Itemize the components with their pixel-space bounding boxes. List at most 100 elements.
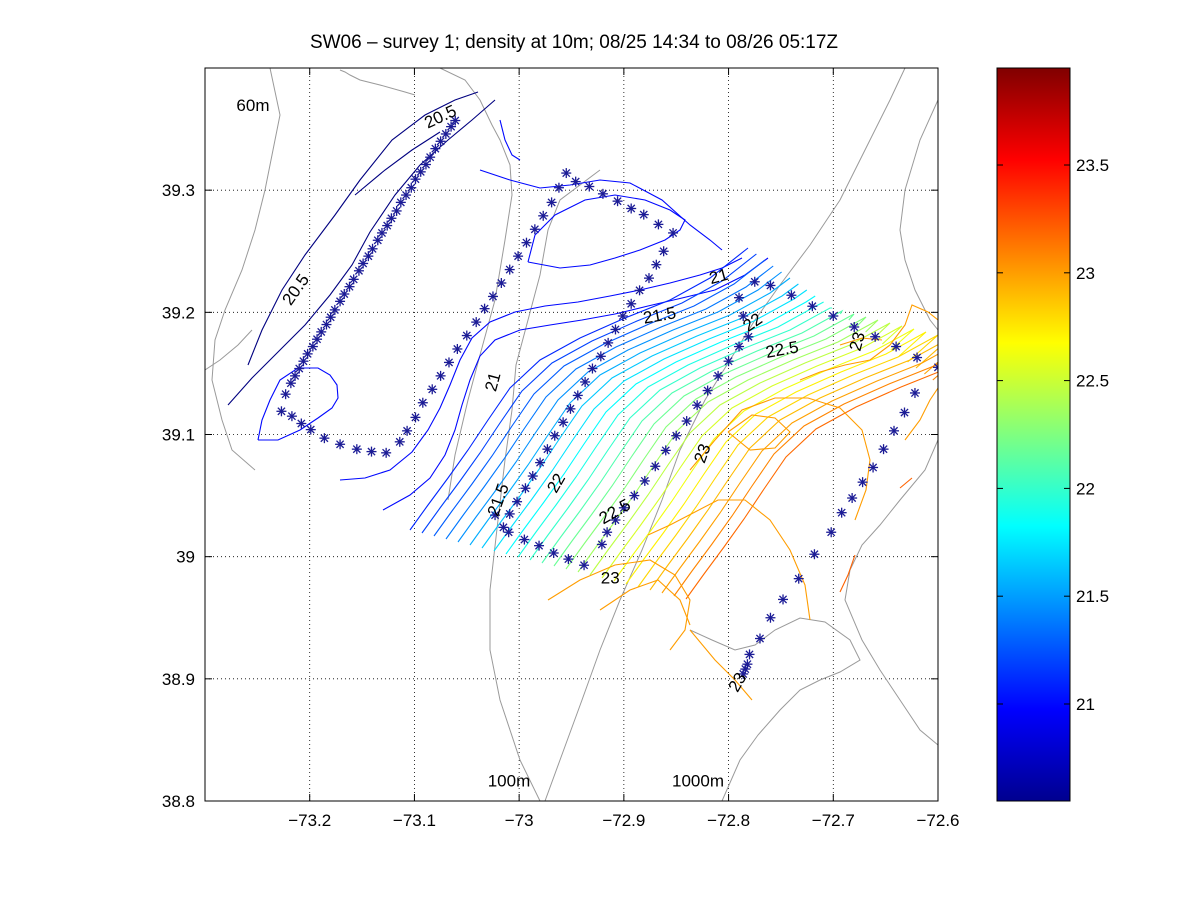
- bathymetry-lines: [205, 68, 938, 801]
- density-contour: [553, 313, 855, 567]
- station-marker: [836, 507, 847, 518]
- density-contour: [689, 397, 871, 521]
- station-marker: [312, 334, 323, 345]
- station-marker: [443, 357, 454, 368]
- station-marker: [286, 411, 297, 422]
- density-contour: [599, 579, 691, 626]
- station-marker: [513, 251, 524, 262]
- density-contour: [637, 334, 938, 588]
- density-contour: [601, 325, 903, 579]
- y-tick-label: 39.3: [162, 181, 195, 200]
- density-contour: [409, 247, 749, 531]
- station-marker: [296, 418, 307, 429]
- station-marker: [807, 301, 818, 312]
- station-marker: [325, 312, 336, 323]
- station-marker: [307, 341, 318, 352]
- station-marker: [549, 430, 560, 441]
- station-marker: [353, 265, 364, 276]
- density-contour: [499, 119, 521, 161]
- station-marker: [587, 363, 598, 374]
- density-contour: [339, 257, 743, 481]
- density-contour: [625, 331, 927, 585]
- isobath-line: [844, 439, 938, 746]
- station-marker: [381, 447, 392, 458]
- station-marker: [584, 181, 595, 192]
- station-marker: [329, 304, 340, 315]
- colorbar: 21 21.5 22 22.5 23 23.5: [996, 67, 1109, 802]
- isobath-line: [211, 68, 281, 471]
- station-marker: [363, 251, 374, 262]
- station-marker: [596, 539, 607, 550]
- chart-title: SW06 – survey 1; density at 10m; 08/25 1…: [310, 32, 838, 53]
- station-marker: [542, 444, 553, 455]
- isobath-line: [689, 617, 861, 801]
- isobath-line: [899, 99, 938, 331]
- density-contour: [673, 363, 938, 597]
- density-contour: [517, 301, 824, 558]
- station-marker: [618, 502, 629, 513]
- station-marker: [319, 433, 330, 444]
- station-marker: [638, 209, 649, 220]
- station-marker: [401, 190, 412, 201]
- contour-label: 23: [846, 330, 869, 353]
- isobath-line: [489, 169, 601, 801]
- density-contour: [904, 387, 938, 441]
- station-marker: [386, 213, 397, 224]
- density-contour: [469, 277, 791, 546]
- station-marker: [650, 461, 661, 472]
- density-contour: [689, 629, 753, 701]
- station-marker: [471, 317, 482, 328]
- plot-background: [205, 68, 938, 801]
- density-contour: [445, 265, 774, 540]
- isobath-line: [339, 69, 416, 96]
- station-marker: [868, 462, 879, 473]
- station-marker: [503, 527, 514, 538]
- station-marker: [294, 363, 305, 374]
- station-marker: [358, 258, 369, 269]
- isobath-line: [544, 68, 906, 801]
- colorbar-gradient: [996, 67, 1071, 802]
- density-contour: [433, 259, 766, 537]
- station-marker: [702, 385, 713, 396]
- density-contour: [661, 353, 938, 594]
- density-contour: [257, 367, 339, 441]
- station-marker: [634, 285, 645, 296]
- station-marker: [446, 121, 457, 132]
- station-marker: [348, 274, 359, 285]
- station-marker: [529, 224, 540, 235]
- station-marker: [653, 219, 664, 230]
- contour-label: 23: [601, 569, 620, 588]
- station-marker: [660, 445, 671, 456]
- station-marker: [909, 387, 920, 398]
- station-marker: [849, 321, 860, 332]
- station-marker: [597, 188, 608, 199]
- station-marker: [870, 331, 881, 342]
- station-marker: [512, 496, 523, 507]
- station-marker: [285, 378, 296, 389]
- station-marker: [427, 384, 438, 395]
- station-marker: [527, 471, 538, 482]
- contour-label: 21: [707, 265, 730, 288]
- station-marker: [321, 319, 332, 330]
- station-marker: [496, 278, 507, 289]
- colorbar-tick-label: 23: [1076, 264, 1095, 283]
- x-tick-label: −72.7: [812, 811, 855, 830]
- isobath-labels: 60m 100m 1000m: [236, 96, 724, 791]
- station-marker: [504, 508, 515, 519]
- station-marker: [420, 159, 431, 170]
- station-marker: [899, 407, 910, 418]
- density-contour: [727, 414, 791, 451]
- station-marker: [406, 182, 417, 193]
- station-marker: [402, 425, 413, 436]
- colorbar-ticks: 21 21.5 22 22.5 23 23.5: [997, 156, 1109, 714]
- station-marker: [534, 540, 545, 551]
- station-marker: [723, 356, 734, 367]
- station-marker: [376, 227, 387, 238]
- y-tick-label: 38.9: [162, 670, 195, 689]
- x-tick-label: −72.8: [707, 811, 750, 830]
- y-axis: 38.8 38.9 39 39.1 39.2 39.3: [162, 181, 938, 811]
- x-tick-label: −73.2: [288, 811, 331, 830]
- station-marker: [417, 397, 428, 408]
